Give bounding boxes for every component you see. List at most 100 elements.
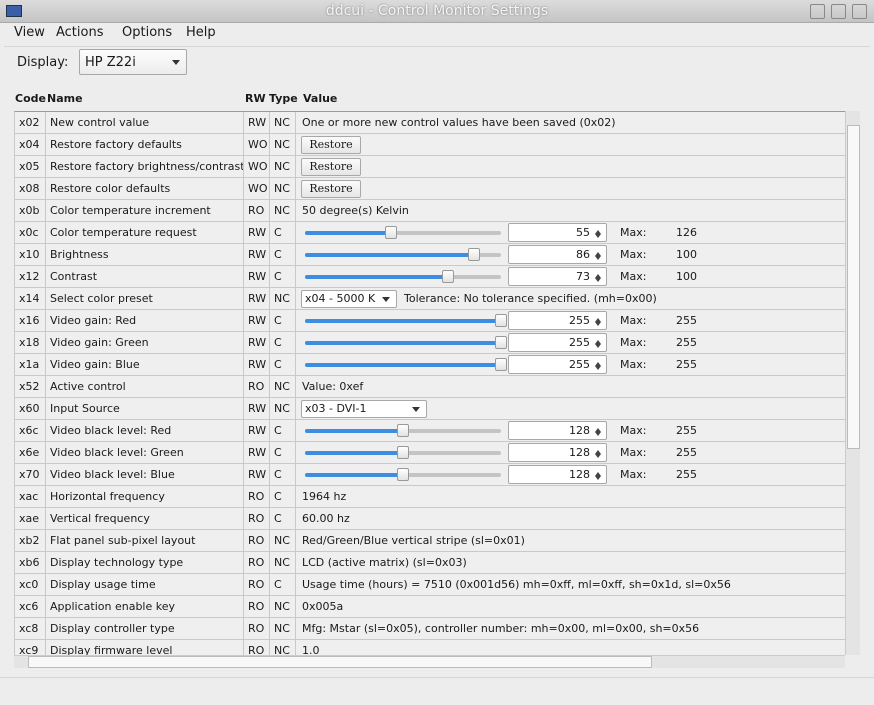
cell-name: Restore factory brightness/contrast — [46, 156, 244, 178]
spin-up[interactable] — [595, 249, 601, 256]
slider-handle[interactable] — [384, 226, 397, 239]
spin-down[interactable] — [595, 256, 601, 263]
spin-down[interactable] — [595, 366, 601, 373]
spin-box[interactable]: 128 — [508, 465, 607, 484]
display-combo[interactable]: HP Z22i — [79, 49, 187, 75]
cell-rw: RO — [244, 376, 270, 398]
cell-rw: RW — [244, 288, 270, 310]
slider-handle[interactable] — [467, 248, 480, 261]
cell-type: NC — [270, 134, 296, 156]
slider-handle[interactable] — [495, 358, 507, 371]
scroll-thumb[interactable] — [847, 125, 860, 449]
maximize-button[interactable] — [831, 4, 846, 19]
menu-item[interactable]: Options — [122, 25, 173, 40]
close-button[interactable] — [852, 4, 867, 19]
spin-up[interactable] — [595, 315, 601, 322]
cell-name: Display controller type — [46, 618, 244, 640]
spin-box[interactable]: 55 — [508, 223, 607, 242]
column-header: Code — [15, 92, 46, 105]
spin-box[interactable]: 128 — [508, 443, 607, 462]
value-cell: 1964 hz — [296, 486, 845, 508]
slider-handle[interactable] — [442, 270, 455, 283]
spin-box[interactable]: 255 — [508, 333, 607, 352]
cell-type: C — [270, 310, 296, 332]
slider-handle[interactable] — [397, 468, 410, 481]
value-combo[interactable]: x03 - DVI-1 — [301, 400, 427, 418]
cell-type: NC — [270, 398, 296, 420]
cell-code: xc9 — [15, 640, 46, 655]
max-label: Max: — [620, 248, 647, 261]
horizontal-scrollbar[interactable] — [14, 655, 845, 668]
cell-name: Display usage time — [46, 574, 244, 596]
cell-code: x60 — [15, 398, 46, 420]
restore-button[interactable]: Restore — [301, 136, 361, 154]
cell-type: NC — [270, 178, 296, 200]
cell-code: x05 — [15, 156, 46, 178]
spin-up[interactable] — [595, 227, 601, 234]
spin-up[interactable] — [595, 271, 601, 278]
value-cell: 60.00 hz — [296, 508, 845, 530]
minimize-button[interactable] — [810, 4, 825, 19]
value-cell: 55 Max: 126 — [296, 222, 845, 244]
spin-down[interactable] — [595, 278, 601, 285]
dropdown-arrow — [382, 297, 390, 306]
value-cell: 0x005a — [296, 596, 845, 618]
restore-button[interactable]: Restore — [301, 158, 361, 176]
cell-rw: RO — [244, 552, 270, 574]
value-cell: One or more new control values have been… — [296, 112, 845, 134]
spin-up[interactable] — [595, 337, 601, 344]
value-cell: Mfg: Mstar (sl=0x05), controller number:… — [296, 618, 845, 640]
cell-rw: WO — [244, 156, 270, 178]
spin-up[interactable] — [595, 425, 601, 432]
slider-handle[interactable] — [495, 314, 507, 327]
value-combo[interactable]: x04 - 5000 K — [301, 290, 397, 308]
spin-down[interactable] — [595, 322, 601, 329]
spin-up[interactable] — [595, 469, 601, 476]
spin-box[interactable]: 255 — [508, 311, 607, 330]
slider-handle[interactable] — [397, 424, 410, 437]
cell-name: Display technology type — [46, 552, 244, 574]
spin-down[interactable] — [595, 476, 601, 483]
vertical-scrollbar[interactable] — [845, 111, 860, 655]
menu-item[interactable]: View — [14, 25, 45, 40]
spin-box[interactable]: 73 — [508, 267, 607, 286]
max-label: Max: — [620, 446, 647, 459]
spin-value: 73 — [576, 270, 590, 283]
slider-fill — [305, 363, 501, 367]
cell-name: Select color preset — [46, 288, 244, 310]
spin-down[interactable] — [595, 234, 601, 241]
max-label: Max: — [620, 336, 647, 349]
spin-down[interactable] — [595, 454, 601, 461]
menu-bar: View Actions Options Help — [0, 23, 874, 44]
menu-item[interactable]: Help — [186, 25, 216, 40]
slider-handle[interactable] — [495, 336, 507, 349]
slider-handle[interactable] — [397, 446, 410, 459]
table-row: x10 Brightness RW C 86 Max: 100 — [15, 244, 845, 266]
spin-up[interactable] — [595, 359, 601, 366]
spin-box[interactable]: 86 — [508, 245, 607, 264]
cell-code: x14 — [15, 288, 46, 310]
spin-value: 255 — [569, 314, 590, 327]
max-label: Max: — [620, 358, 647, 371]
cell-rw: RO — [244, 596, 270, 618]
spin-down[interactable] — [595, 344, 601, 351]
spin-box[interactable]: 128 — [508, 421, 607, 440]
cell-type: NC — [270, 200, 296, 222]
table-row: x0c Color temperature request RW C 55 Max: 126 — [15, 222, 845, 244]
cell-rw: RW — [244, 310, 270, 332]
app-icon — [6, 5, 22, 17]
menu-item[interactable]: Actions — [56, 25, 104, 40]
cell-name: New control value — [46, 112, 244, 134]
cell-code: x12 — [15, 266, 46, 288]
spin-up[interactable] — [595, 447, 601, 454]
display-value: HP Z22i — [85, 55, 136, 70]
cell-type: C — [270, 222, 296, 244]
slider-fill — [305, 429, 404, 433]
scroll-thumb-h[interactable] — [28, 656, 652, 668]
spin-box[interactable]: 255 — [508, 355, 607, 374]
spin-value: 128 — [569, 468, 590, 481]
restore-button[interactable]: Restore — [301, 180, 361, 198]
spin-down[interactable] — [595, 432, 601, 439]
value-cell: 255 Max: 255 — [296, 354, 845, 376]
